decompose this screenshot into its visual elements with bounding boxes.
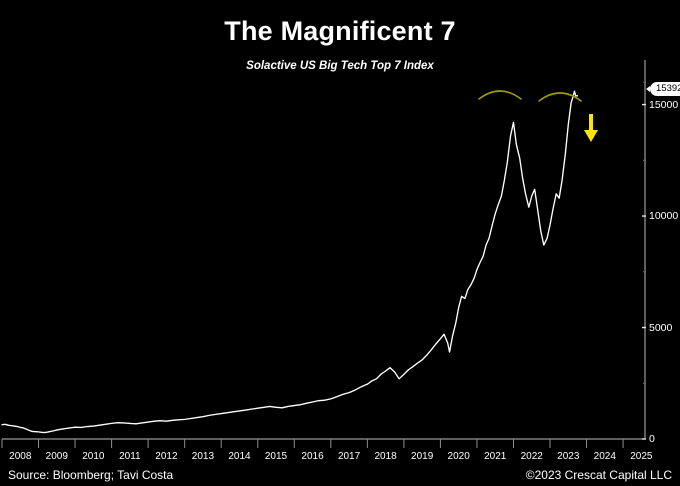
x-axis-tick-label: 2008 xyxy=(9,451,32,462)
footer-bar: Source: Bloomberg; Tavi Costa ©2023 Cres… xyxy=(0,466,680,486)
y-axis-tick-label: 10000 xyxy=(649,210,679,223)
x-axis-tick-label: 2011 xyxy=(119,451,141,462)
x-tick-marks xyxy=(1,439,624,448)
x-axis-tick-label: 2009 xyxy=(45,451,68,462)
y-tick-marks xyxy=(642,81,646,440)
x-axis-tick-label: 2024 xyxy=(593,451,616,462)
axes-group xyxy=(1,60,646,448)
x-axis-tick-label: 2015 xyxy=(264,451,288,462)
x-axis-tick-label: 2021 xyxy=(484,451,507,462)
x-axis-tick-label: 2010 xyxy=(82,451,105,462)
annotation-group xyxy=(478,90,598,142)
x-axis-tick-label: 2016 xyxy=(301,451,324,462)
down-arrow-icon xyxy=(584,114,598,142)
footer-source: Source: Bloomberg; Tavi Costa xyxy=(8,468,174,482)
peak-arc-2021-icon xyxy=(478,90,522,100)
y-axis-tick-label: 0 xyxy=(649,433,655,445)
chart-subtitle: Solactive US Big Tech Top 7 Index xyxy=(246,60,434,72)
x-axis-tick-label: 2022 xyxy=(520,451,543,462)
index-line-series xyxy=(1,90,579,434)
series-group xyxy=(1,90,579,434)
x-axis-tick-label: 2012 xyxy=(155,451,178,462)
x-axis-tick-label: 2017 xyxy=(337,451,361,462)
x-axis-tick-label: 2020 xyxy=(447,451,470,462)
x-axis-tick-label: 2018 xyxy=(374,451,397,462)
last-price-tag: 15392.11 xyxy=(646,81,680,96)
y-axis-tick-label: 5000 xyxy=(649,321,673,334)
x-axis-tick-label: 2025 xyxy=(630,451,653,462)
peak-arc-2023-icon xyxy=(538,92,582,102)
x-axis-tick-label: 2014 xyxy=(228,451,251,462)
x-axis-tick-label: 2023 xyxy=(557,451,580,462)
x-axis-tick-label: 2013 xyxy=(191,451,215,462)
x-axis-tick-label: 2019 xyxy=(411,451,434,462)
chart-title: The Magnificent 7 xyxy=(224,16,456,46)
y-axis-tick-label: 15000 xyxy=(649,98,679,111)
footer-copyright: ©2023 Crescat Capital LLC xyxy=(525,468,672,482)
